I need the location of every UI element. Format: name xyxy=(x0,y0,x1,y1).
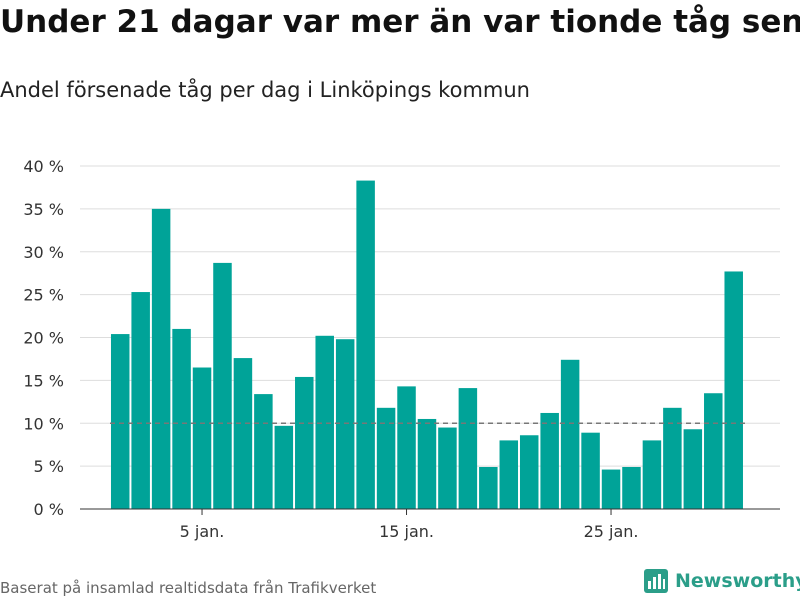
bar xyxy=(213,262,232,509)
bar xyxy=(499,440,519,509)
x-tick-label: 5 jan. xyxy=(180,522,225,541)
axis-layer: 0 % 5 % 10 % 15 % 20 % 25 % 30 % 35 % 40 % 5 jan.… xyxy=(23,157,780,541)
y-tick-label: 0 % xyxy=(34,500,64,519)
bar xyxy=(479,466,498,509)
grid-layer xyxy=(80,165,780,467)
bar xyxy=(519,435,539,509)
y-tick-label: 30 % xyxy=(23,243,64,262)
bar xyxy=(540,412,559,509)
bar xyxy=(254,394,273,509)
y-tick-label: 5 % xyxy=(34,457,64,476)
bar xyxy=(110,334,130,509)
bar xyxy=(704,393,723,509)
bar xyxy=(724,271,743,509)
bar xyxy=(397,386,416,509)
chart-title: Under 21 dagar var mer än var tionde tåg… xyxy=(0,4,800,40)
bar xyxy=(417,418,437,509)
bar xyxy=(642,440,662,509)
bar xyxy=(295,376,314,509)
bar-chart-logo-icon xyxy=(644,569,668,593)
y-tick-label: 15 % xyxy=(23,371,64,390)
bar xyxy=(233,358,253,509)
bar xyxy=(438,427,457,509)
y-tick-label: 20 % xyxy=(23,329,64,348)
source-note: Baserat på insamlad realtidsdata från Tr… xyxy=(0,579,377,597)
bar xyxy=(376,407,396,509)
bar xyxy=(131,292,150,509)
bar xyxy=(683,429,703,509)
bar xyxy=(458,388,478,509)
y-tick-label: 35 % xyxy=(23,200,64,219)
bar xyxy=(151,208,171,509)
bar xyxy=(581,432,600,509)
bar xyxy=(274,425,294,509)
bar xyxy=(335,339,355,509)
newsworthy-logo: Newsworthy xyxy=(643,568,800,594)
x-tick-label: 25 jan. xyxy=(584,522,639,541)
bar xyxy=(315,335,334,509)
brand-name: Newsworthy xyxy=(675,570,800,592)
y-tick-label: 40 % xyxy=(23,157,64,176)
bar xyxy=(356,180,375,509)
bar xyxy=(560,359,580,509)
bar xyxy=(192,367,212,509)
bar xyxy=(663,407,682,509)
x-tick-label: 15 jan. xyxy=(379,522,434,541)
bar xyxy=(601,469,621,509)
bar-layer xyxy=(110,180,743,509)
bar xyxy=(172,328,191,509)
bar xyxy=(622,466,641,509)
y-tick-label: 25 % xyxy=(23,286,64,305)
chart-subtitle: Andel försenade tåg per dag i Linköpings… xyxy=(0,78,530,102)
y-tick-label: 10 % xyxy=(23,414,64,433)
